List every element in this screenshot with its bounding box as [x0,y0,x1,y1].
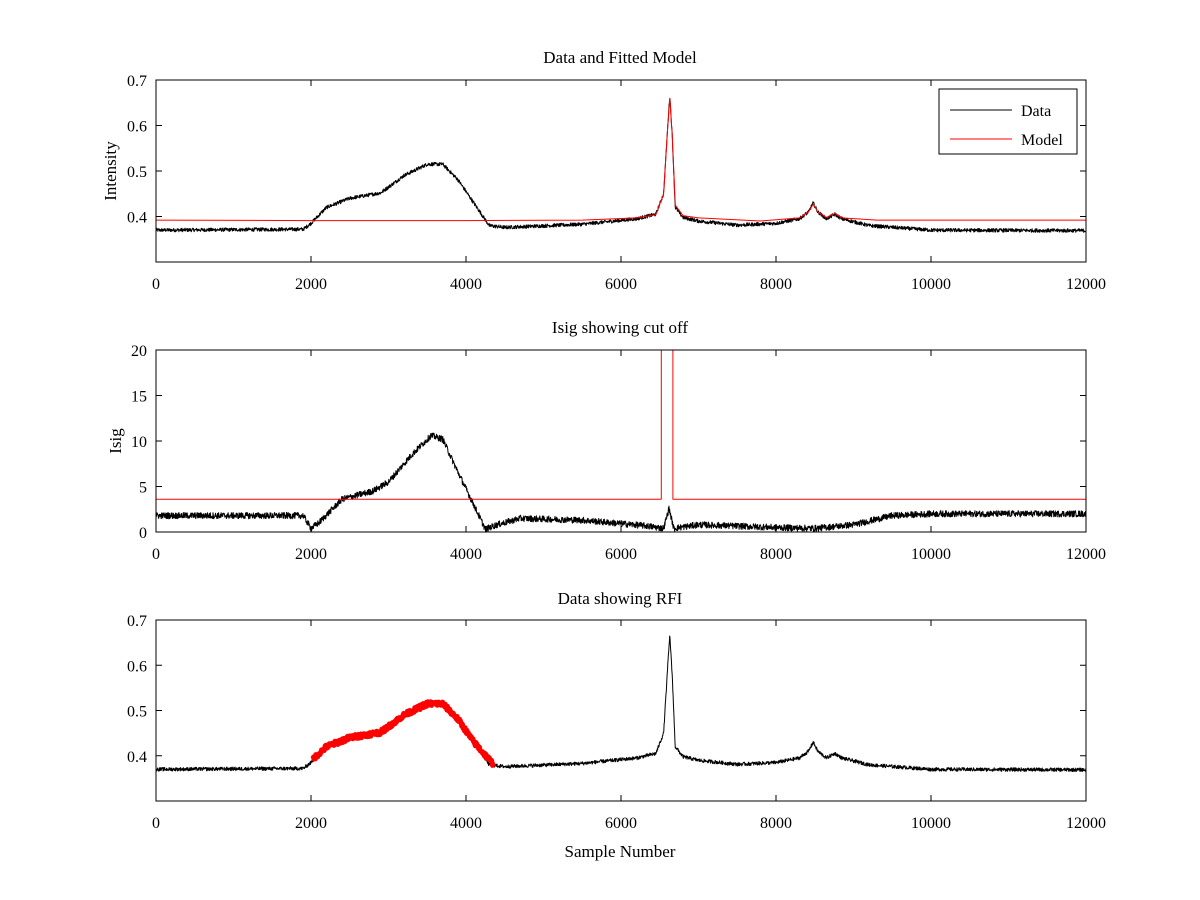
y-tick-label: 15 [131,389,147,406]
x-tick-label: 0 [152,276,160,293]
series-line-series-0 [155,635,1087,772]
panel-1-title: Data and Fitted Model [543,48,697,67]
x-tick-label: 12000 [1066,276,1106,293]
x-tick-label: 6000 [605,276,637,293]
x-tick-label: 4000 [450,276,482,293]
x-tick-label: 8000 [760,546,792,563]
legend-model-label: Model [1021,132,1063,149]
x-tick-label: 2000 [295,546,327,563]
panel-2-ylabel: Isig [106,428,125,454]
panel-3-title: Data showing RFI [558,589,683,608]
x-tick-label: 12000 [1066,815,1106,832]
y-tick-label: 0 [139,525,147,542]
y-tick-label: 0.4 [127,210,147,227]
y-tick-label: 0.6 [127,119,147,136]
y-tick-label: 0.5 [127,704,147,721]
x-tick-label: 0 [152,815,160,832]
x-tick-label: 10000 [911,276,951,293]
y-tick-label: 0.6 [127,658,147,675]
x-tick-label: 4000 [450,546,482,563]
panel-1-ylabel: Intensity [101,141,120,201]
x-tick-label: 6000 [605,546,637,563]
x-tick-label: 8000 [760,276,792,293]
series-line-series-1 [310,699,497,769]
x-tick-label: 12000 [1066,546,1106,563]
legend: Data Model [938,88,1078,155]
y-tick-label: 5 [139,480,147,497]
panel-isig-showing-cut-off: Isig showing cut off Isig 0 2000 4000 6000 8… [106,318,1106,563]
legend-data-label: Data [1021,103,1051,120]
x-tick-label: 10000 [911,815,951,832]
panel-3-xlabel: Sample Number [565,842,676,861]
panel-2-title: Isig showing cut off [552,318,688,337]
legend-box [938,88,1078,155]
x-tick-label: 2000 [295,276,327,293]
x-tick-label: 4000 [450,815,482,832]
x-tick-label: 8000 [760,815,792,832]
y-tick-label: 10 [131,434,147,451]
panel-data-showing-rfi: Data showing RFI 0 2000 4000 6000 8000 10000 1… [127,589,1106,861]
x-tick-label: 2000 [295,815,327,832]
panel-data-and-fitted-model: Data and Fitted Model Intensity 0 2000 400… [101,48,1106,293]
series-line-model [155,97,1086,222]
series-line-data [155,98,1087,233]
x-tick-label: 6000 [605,815,637,832]
x-tick-label: 10000 [911,546,951,563]
y-tick-label: 0.7 [127,73,147,90]
y-tick-label: 20 [131,343,147,360]
y-tick-label: 0.7 [127,613,147,630]
y-tick-label: 0.4 [127,749,147,766]
y-tick-label: 0.5 [127,164,147,181]
x-tick-label: 0 [152,546,160,563]
